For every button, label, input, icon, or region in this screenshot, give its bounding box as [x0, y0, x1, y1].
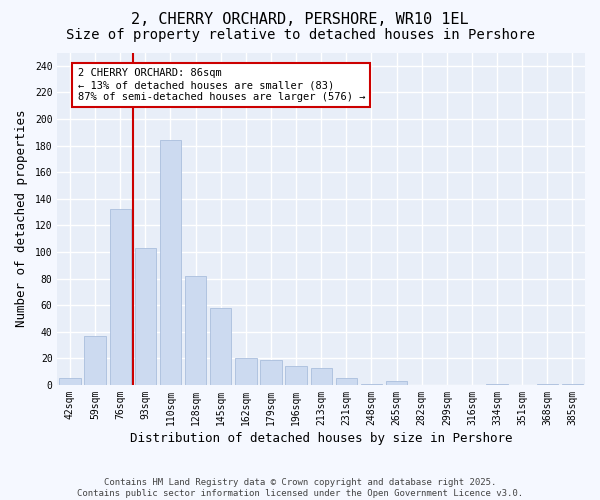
Bar	[562, 384, 583, 385]
Bar	[536, 384, 558, 385]
Text: Size of property relative to detached houses in Pershore: Size of property relative to detached ho…	[65, 28, 535, 42]
Bar	[487, 384, 508, 385]
X-axis label: Distribution of detached houses by size in Pershore: Distribution of detached houses by size …	[130, 432, 512, 445]
Bar	[286, 366, 307, 385]
Bar	[185, 276, 206, 385]
Y-axis label: Number of detached properties: Number of detached properties	[15, 110, 28, 328]
Bar	[59, 378, 80, 385]
Bar	[134, 248, 156, 385]
Bar	[260, 360, 281, 385]
Bar	[210, 308, 232, 385]
Text: 2 CHERRY ORCHARD: 86sqm
← 13% of detached houses are smaller (83)
87% of semi-de: 2 CHERRY ORCHARD: 86sqm ← 13% of detache…	[77, 68, 365, 102]
Bar	[361, 384, 382, 385]
Bar	[311, 368, 332, 385]
Bar	[85, 336, 106, 385]
Text: Contains HM Land Registry data © Crown copyright and database right 2025.
Contai: Contains HM Land Registry data © Crown c…	[77, 478, 523, 498]
Bar	[386, 381, 407, 385]
Bar	[335, 378, 357, 385]
Bar	[110, 210, 131, 385]
Text: 2, CHERRY ORCHARD, PERSHORE, WR10 1EL: 2, CHERRY ORCHARD, PERSHORE, WR10 1EL	[131, 12, 469, 28]
Bar	[160, 140, 181, 385]
Bar	[235, 358, 257, 385]
